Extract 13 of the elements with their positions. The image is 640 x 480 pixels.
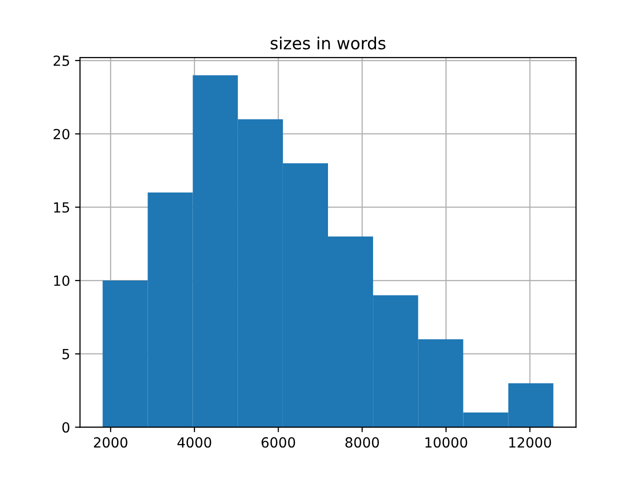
x-tick-label: 10000 [425, 437, 468, 448]
y-tick-label: 0 [62, 422, 70, 433]
x-tick-label: 4000 [177, 437, 212, 448]
y-tick-label: 20 [54, 128, 70, 140]
y-tick-label: 5 [62, 349, 70, 360]
y-tick-label: 15 [54, 202, 70, 213]
x-tick-label: 12000 [509, 437, 552, 448]
x-tick-label: 8000 [345, 437, 379, 448]
y-tick-label: 10 [54, 276, 70, 286]
chart-title: sizes in words [270, 36, 386, 50]
x-tick-label: 2000 [94, 437, 128, 448]
x-tick-label: 6000 [262, 437, 296, 448]
y-tick-label: 25 [54, 56, 70, 66]
